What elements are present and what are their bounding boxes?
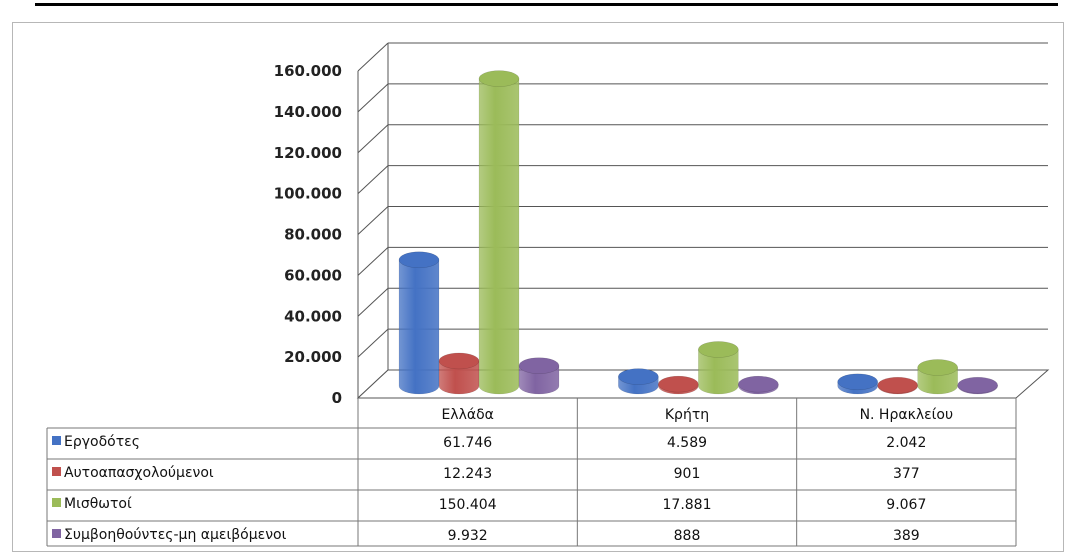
category-label: Κρήτη [665, 407, 709, 423]
bar-top [618, 368, 659, 385]
bar-top [518, 357, 560, 374]
legend-swatch [52, 498, 61, 507]
y-tick-label: 100.000 [274, 185, 342, 203]
bar-top [917, 359, 958, 376]
data-label: 377 [893, 466, 920, 482]
gridline-side [357, 247, 389, 276]
gridline-side [357, 83, 389, 113]
chart-frame [12, 22, 1064, 552]
data-label: 12.243 [443, 466, 492, 482]
bar [518, 357, 560, 395]
data-label: 901 [674, 466, 701, 482]
data-label: 17.881 [663, 497, 712, 513]
y-tick-label: 160.000 [274, 62, 342, 80]
top-rule [35, 3, 1058, 6]
bar [698, 341, 739, 395]
bar-body [398, 259, 440, 395]
y-tick-label: 60.000 [284, 266, 342, 284]
bar [837, 373, 878, 395]
bar [478, 70, 520, 395]
gridline-side [357, 165, 389, 194]
data-label: 888 [674, 528, 701, 544]
bar [438, 352, 480, 395]
data-label: 9.067 [886, 497, 926, 513]
data-label: 150.404 [439, 497, 497, 513]
legend-swatch [52, 436, 61, 445]
bar-top [698, 341, 739, 358]
y-tick-label: 0 [332, 389, 342, 407]
y-tick-label: 80.000 [284, 226, 342, 244]
y-tick-label: 20.000 [284, 348, 342, 366]
gridline-side [357, 328, 389, 358]
bar-top [957, 376, 998, 394]
data-table: Ελλάδα Κρήτη Ν. Ηρακλείου Εργοδότες 61.746 4.… [46, 398, 1017, 547]
bar-top [738, 375, 779, 393]
gridline-side [357, 124, 389, 154]
bar [618, 368, 659, 395]
data-label: 61.746 [443, 435, 492, 451]
legend-swatch [52, 467, 61, 476]
gridline-side [357, 287, 389, 317]
legend-label: Εργοδότες [64, 434, 140, 450]
gridline-side [357, 42, 389, 72]
category-label: Ελλάδα [441, 407, 493, 423]
bar [917, 359, 958, 395]
bar [957, 376, 998, 395]
data-label: 4.589 [667, 435, 707, 451]
data-label: 9.932 [448, 528, 488, 544]
bar-top [837, 373, 878, 391]
legend-label: Μισθωτοί [64, 496, 132, 512]
bar-top [438, 352, 480, 370]
bar [877, 376, 918, 395]
y-tick-label: 40.000 [284, 307, 342, 325]
bar-body [438, 360, 480, 395]
data-label: 389 [893, 528, 920, 544]
bar-body [518, 365, 560, 395]
bar-top [658, 375, 699, 393]
y-tick-label: 120.000 [274, 144, 342, 162]
legend-label: Συμβοηθούντες-μη αμειβόμενοι [64, 527, 287, 543]
bar [738, 375, 779, 395]
bar-top [877, 376, 918, 394]
bar-body [478, 78, 520, 395]
bar [398, 251, 440, 395]
legend-label: Αυτοαπασχολούμενοι [64, 465, 214, 481]
bar-body [698, 349, 739, 395]
gridline-side [357, 206, 389, 235]
bar [658, 375, 699, 395]
legend-swatch [52, 529, 61, 538]
bar-top [398, 251, 440, 269]
category-label: Ν. Ηρακλείου [860, 407, 954, 423]
data-label: 2.042 [886, 435, 926, 451]
bar-top [478, 70, 520, 87]
y-tick-label: 140.000 [274, 103, 342, 121]
